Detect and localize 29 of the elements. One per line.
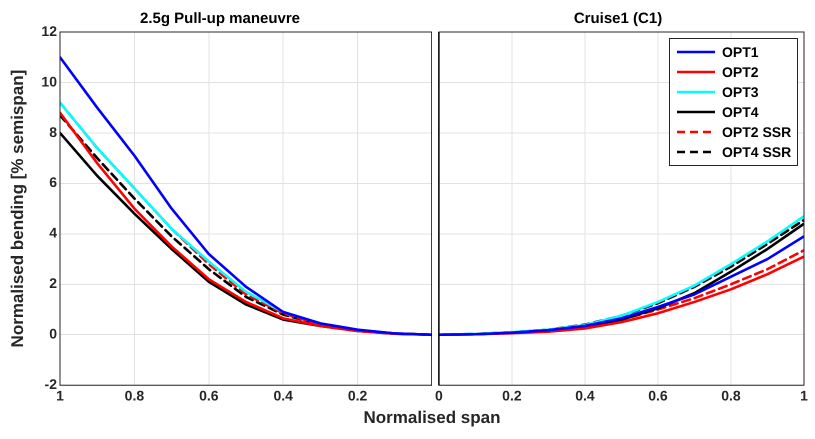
legend-label: OPT2 SSR bbox=[722, 124, 792, 140]
y-tick-label: -2 bbox=[44, 376, 58, 392]
y-tick-label: 0 bbox=[49, 326, 58, 342]
chart-title: Cruise1 (C1) bbox=[574, 10, 662, 28]
x-tick-label: 0.2 bbox=[348, 387, 368, 404]
y-axis-title: Normalised bending [% semispan] bbox=[8, 70, 27, 348]
x-tick-label: 1 bbox=[56, 387, 64, 404]
x-tick-label: 0.2 bbox=[502, 387, 522, 404]
legend-label: OPT2 bbox=[722, 64, 759, 80]
x-tick-label: 0.6 bbox=[648, 387, 668, 404]
y-tick-label: 10 bbox=[41, 73, 58, 90]
legend-label: OPT4 bbox=[722, 104, 759, 120]
x-tick-label: 0 bbox=[434, 387, 443, 404]
x-tick-label: 0.4 bbox=[575, 387, 595, 404]
legend-label: OPT3 bbox=[722, 84, 759, 100]
y-tick-label: 12 bbox=[41, 22, 58, 39]
x-tick-label: 0.4 bbox=[273, 387, 294, 404]
x-tick-label: 0.8 bbox=[124, 387, 144, 404]
x-axis-title: Normalised span bbox=[362, 408, 502, 428]
x-tick-label: 0.6 bbox=[199, 387, 219, 404]
legend-label: OPT4 SSR bbox=[722, 144, 792, 160]
y-tick-label: 6 bbox=[49, 174, 58, 190]
x-tick-label: 1 bbox=[800, 387, 808, 404]
x-tick-label: 0.8 bbox=[721, 387, 741, 404]
legend-label: OPT1 bbox=[722, 44, 759, 60]
y-tick-label: 4 bbox=[49, 224, 58, 241]
chart-title: 2.5g Pull-up maneuvre bbox=[140, 10, 300, 28]
y-tick-label: 2 bbox=[49, 275, 58, 292]
y-tick-label: 8 bbox=[49, 124, 58, 140]
